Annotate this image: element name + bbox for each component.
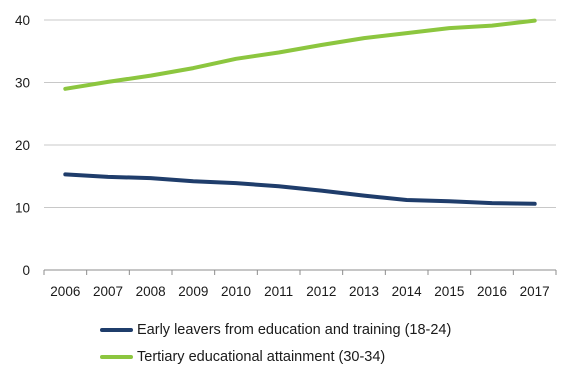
x-axis: 2006 2007 2008 2009 2010 2011 2012 2013 2014 2015… (43, 269, 557, 299)
x-tick-label-2014: 2014 (392, 284, 423, 299)
y-tick-label: 30 (15, 76, 30, 91)
x-tick-label-2008: 2008 (136, 284, 166, 299)
x-tick-label-2013: 2013 (349, 284, 379, 299)
gridlines (44, 19, 556, 208)
x-tick-label-2009: 2009 (178, 284, 208, 299)
y-tick-label: 20 (15, 138, 30, 153)
series-line-tertiary (63, 18, 537, 91)
legend-label-tertiary: Tertiary educational attainment (30-34) (137, 348, 386, 365)
x-tick-label-2007: 2007 (93, 284, 123, 299)
series-line-early-leavers (63, 172, 537, 206)
x-tick-label-2016: 2016 (477, 284, 507, 299)
legend-swatch-tertiary (100, 354, 133, 359)
y-tick-label: 10 (15, 201, 30, 216)
legend-swatch-early-leavers (100, 327, 133, 332)
x-tick-label-2010: 2010 (221, 284, 251, 299)
legend-item-tertiary: Tertiary educational attainment (30-34) (100, 343, 451, 370)
y-tick-label: 0 (22, 263, 30, 278)
y-axis: 0 10 20 30 40 (15, 13, 30, 278)
legend-item-early-leavers: Early leavers from education and trainin… (100, 316, 451, 343)
x-tick-label-2011: 2011 (264, 284, 293, 299)
y-tick-label: 40 (15, 13, 30, 28)
x-tick-label-2015: 2015 (434, 284, 464, 299)
series-lines (63, 18, 537, 206)
x-tick-label-2017: 2017 (520, 284, 550, 299)
x-tick-label-2006: 2006 (50, 284, 80, 299)
legend: Early leavers from education and trainin… (100, 316, 451, 370)
x-tick-label-2012: 2012 (306, 284, 336, 299)
legend-label-early-leavers: Early leavers from education and trainin… (137, 321, 452, 338)
